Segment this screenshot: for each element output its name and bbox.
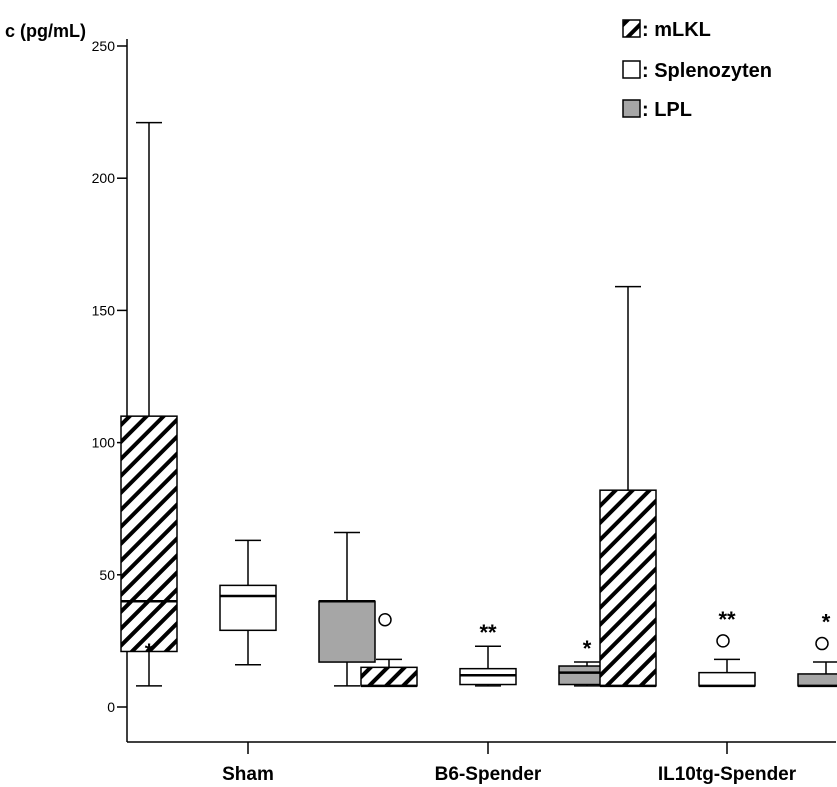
significance-label: **: [479, 620, 497, 645]
box-iqr: [360, 666, 418, 687]
box-iqr: [797, 673, 837, 687]
box-iqr: [120, 415, 178, 653]
box-iqr: [698, 671, 756, 687]
y-tick-label: 50: [99, 567, 115, 583]
x-category-label: Sham: [222, 764, 274, 785]
extreme-point: *: [145, 639, 154, 664]
box-sham-mlkl: *: [120, 121, 178, 687]
legend-item-mlkl: : mLKL: [622, 19, 711, 41]
legend-item-splenozyten: : Splenozyten: [622, 60, 772, 82]
box-iqr: [219, 584, 277, 632]
box-il10tg-spender-mlkl: [599, 285, 657, 688]
significance-label: *: [583, 636, 592, 661]
y-ticks: 0 50 100 150 200 250: [92, 38, 127, 715]
legend: : mLKL : Splenozyten : LPL: [622, 19, 772, 121]
legend-label-splenozyten: : Splenozyten: [642, 60, 772, 82]
box-iqr: [599, 489, 657, 687]
y-tick-label: 200: [92, 170, 116, 186]
box-sham-splenozyten: [219, 539, 277, 666]
legend-label-mlkl: : mLKL: [642, 19, 711, 41]
boxes: ****** *: [120, 121, 837, 688]
box-iqr: [318, 600, 376, 663]
outlier-point: [378, 612, 392, 627]
x-categories: Sham B6-Spender IL10tg-Spender: [222, 742, 797, 785]
box-il10tg-spender-lpl: *: [797, 610, 837, 688]
outlier-point: [815, 636, 829, 651]
x-category-label: B6-Spender: [435, 764, 542, 785]
outlier-point: [716, 634, 730, 648]
legend-item-lpl: : LPL: [622, 99, 692, 121]
legend-label-lpl: : LPL: [642, 99, 692, 121]
y-tick-label: 150: [92, 302, 116, 318]
legend-swatch-splenozyten: [622, 60, 641, 79]
y-tick-label: 250: [92, 38, 116, 54]
significance-label: *: [822, 610, 831, 635]
box-iqr: [459, 667, 517, 686]
x-category-label: IL10tg-Spender: [658, 764, 797, 785]
box-b6-spender-splenozyten: **: [459, 620, 517, 687]
legend-swatch-lpl: [622, 99, 641, 118]
box-il10tg-spender-splenozyten: **: [698, 607, 756, 688]
box-b6-spender-mlkl: [360, 612, 418, 688]
legend-swatch-mlkl: [622, 19, 641, 38]
y-tick-label: 100: [92, 435, 116, 451]
box-sham-lpl: [318, 531, 376, 687]
significance-label: **: [718, 607, 736, 632]
y-tick-label: 0: [107, 699, 115, 715]
y-axis-title: c (pg/mL): [5, 21, 86, 41]
